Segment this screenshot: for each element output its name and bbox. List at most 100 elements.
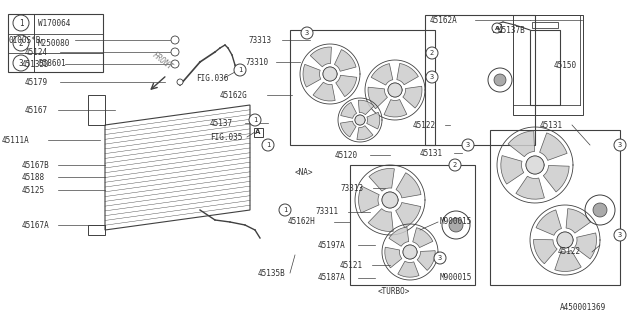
Text: 45187A: 45187A <box>318 274 346 283</box>
Circle shape <box>323 67 337 81</box>
Circle shape <box>426 47 438 59</box>
Bar <box>532 22 558 28</box>
Bar <box>350 165 475 285</box>
Text: 1: 1 <box>253 117 257 123</box>
Polygon shape <box>501 156 524 184</box>
Circle shape <box>388 83 402 97</box>
Polygon shape <box>389 227 409 246</box>
Text: 45167: 45167 <box>25 106 48 115</box>
Text: 45137B: 45137B <box>498 26 525 35</box>
Polygon shape <box>543 165 569 192</box>
Polygon shape <box>516 176 545 199</box>
Circle shape <box>13 35 29 51</box>
Circle shape <box>13 55 29 71</box>
Text: A450001369: A450001369 <box>560 303 606 313</box>
Text: 73310: 73310 <box>245 58 268 67</box>
Bar <box>425 15 535 145</box>
Text: 45197A: 45197A <box>318 241 346 250</box>
Circle shape <box>171 60 179 68</box>
Circle shape <box>171 36 179 44</box>
Polygon shape <box>368 209 394 231</box>
Text: M900015: M900015 <box>440 274 472 283</box>
Polygon shape <box>575 233 596 259</box>
Circle shape <box>593 203 607 217</box>
Text: 3: 3 <box>618 142 622 148</box>
Text: 1: 1 <box>19 19 23 28</box>
Polygon shape <box>536 210 561 235</box>
Circle shape <box>355 115 365 125</box>
Polygon shape <box>340 102 356 118</box>
Text: 45122: 45122 <box>558 247 581 257</box>
Bar <box>8 14 103 72</box>
Circle shape <box>403 245 417 259</box>
Bar <box>490 130 620 285</box>
Polygon shape <box>357 126 373 140</box>
Text: <NA>: <NA> <box>295 167 314 177</box>
Polygon shape <box>313 82 335 101</box>
Text: 45137: 45137 <box>210 118 233 127</box>
Text: 73313: 73313 <box>340 183 363 193</box>
Circle shape <box>614 229 626 241</box>
Polygon shape <box>367 112 380 129</box>
Polygon shape <box>413 228 433 248</box>
Text: M250080: M250080 <box>38 38 70 47</box>
Polygon shape <box>369 169 394 191</box>
Text: W170064: W170064 <box>38 19 70 28</box>
Polygon shape <box>336 75 356 97</box>
Text: 45162A: 45162A <box>430 15 458 25</box>
Circle shape <box>492 23 502 33</box>
Polygon shape <box>358 100 374 115</box>
Polygon shape <box>310 47 332 67</box>
Text: 3: 3 <box>430 74 434 80</box>
Text: 45162G: 45162G <box>220 91 248 100</box>
Bar <box>530 30 560 105</box>
Text: 3: 3 <box>438 255 442 261</box>
Bar <box>253 127 262 137</box>
Text: FIG.035: FIG.035 <box>210 132 243 141</box>
Text: 45179: 45179 <box>25 77 48 86</box>
Circle shape <box>494 74 506 86</box>
Polygon shape <box>371 64 393 85</box>
Text: 73313: 73313 <box>248 36 271 44</box>
Text: 45120: 45120 <box>335 150 358 159</box>
Text: D58601: D58601 <box>38 59 66 68</box>
Text: 45135B: 45135B <box>258 268 285 277</box>
Polygon shape <box>566 209 591 233</box>
Text: 45131: 45131 <box>420 148 443 157</box>
Bar <box>493 24 501 32</box>
Circle shape <box>614 139 626 151</box>
Text: 1: 1 <box>238 67 242 73</box>
Text: A: A <box>495 26 499 30</box>
Text: 3: 3 <box>618 232 622 238</box>
Polygon shape <box>417 251 435 270</box>
Text: 1: 1 <box>266 142 270 148</box>
Text: 45167B: 45167B <box>22 161 50 170</box>
Polygon shape <box>385 247 402 268</box>
Circle shape <box>301 27 313 39</box>
Text: 0100S*B: 0100S*B <box>8 36 40 44</box>
Text: M900015: M900015 <box>440 218 472 227</box>
Text: 45162H: 45162H <box>288 218 316 227</box>
Circle shape <box>382 192 398 208</box>
Polygon shape <box>396 203 421 228</box>
Text: 45167A: 45167A <box>22 220 50 229</box>
Circle shape <box>234 64 246 76</box>
Polygon shape <box>368 87 387 109</box>
Text: FIG.036: FIG.036 <box>196 74 228 83</box>
Circle shape <box>177 79 183 85</box>
Polygon shape <box>540 133 567 160</box>
Text: 45122: 45122 <box>413 121 436 130</box>
Text: 3: 3 <box>466 142 470 148</box>
Bar <box>290 30 435 145</box>
Text: 45188: 45188 <box>22 172 45 181</box>
Text: 3: 3 <box>19 59 23 68</box>
Circle shape <box>262 139 274 151</box>
Polygon shape <box>555 250 581 271</box>
Text: 2: 2 <box>19 38 23 47</box>
Polygon shape <box>398 261 419 277</box>
Circle shape <box>426 71 438 83</box>
Polygon shape <box>335 50 356 71</box>
Text: <TURBO>: <TURBO> <box>378 287 410 297</box>
Circle shape <box>449 159 461 171</box>
Text: 2: 2 <box>430 50 434 56</box>
